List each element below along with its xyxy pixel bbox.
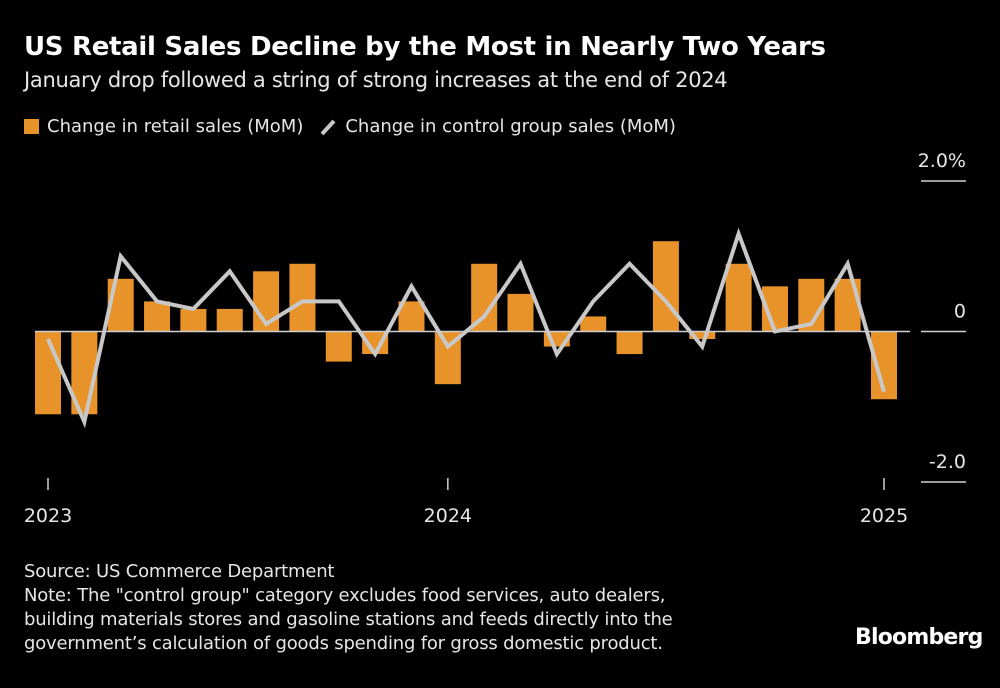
retail-bar bbox=[725, 263, 752, 332]
legend-retail-label: Change in retail sales (MoM) bbox=[47, 116, 304, 137]
y-tick-label: 2.0% bbox=[918, 150, 966, 172]
retail-bar bbox=[144, 301, 171, 332]
source-text: Source: US Commerce Department bbox=[24, 561, 335, 582]
retail-bar bbox=[580, 316, 607, 332]
retail-bar bbox=[834, 278, 861, 332]
note-line: Note: The "control group" category exclu… bbox=[24, 585, 666, 606]
retail-bar bbox=[362, 331, 389, 355]
y-tick-label: -2.0 bbox=[929, 451, 966, 473]
retail-bar bbox=[471, 263, 498, 332]
retail-bar bbox=[180, 308, 207, 332]
retail-bar bbox=[325, 331, 352, 362]
retail-bar bbox=[216, 308, 243, 332]
control-line-icon bbox=[320, 119, 336, 135]
note-line: building materials stores and gasoline s… bbox=[24, 609, 673, 630]
retail-bar bbox=[35, 331, 61, 415]
retail-bar bbox=[507, 293, 534, 332]
x-tick-label: 2025 bbox=[860, 505, 908, 527]
retail-bar bbox=[289, 263, 316, 332]
legend-control-label: Change in control group sales (MoM) bbox=[345, 116, 676, 137]
retail-bar bbox=[652, 241, 679, 332]
y-tick-label: 0 bbox=[954, 301, 966, 323]
retail-bar bbox=[616, 331, 643, 355]
x-tick-label: 2023 bbox=[24, 505, 72, 527]
chart-subtitle: January drop followed a string of strong… bbox=[24, 68, 728, 92]
bloomberg-logo: Bloomberg bbox=[855, 625, 983, 650]
retail-bar bbox=[689, 331, 716, 340]
legend: Change in retail sales (MoM) Change in c… bbox=[24, 116, 676, 137]
control-line bbox=[46, 227, 886, 429]
retail-swatch-icon bbox=[24, 119, 39, 134]
notes: Source: US Commerce Department Note: The… bbox=[24, 560, 673, 656]
x-tick-label: 2024 bbox=[424, 505, 472, 527]
note-line: government’s calculation of goods spendi… bbox=[24, 633, 663, 654]
chart-title: US Retail Sales Decline by the Most in N… bbox=[24, 32, 826, 62]
